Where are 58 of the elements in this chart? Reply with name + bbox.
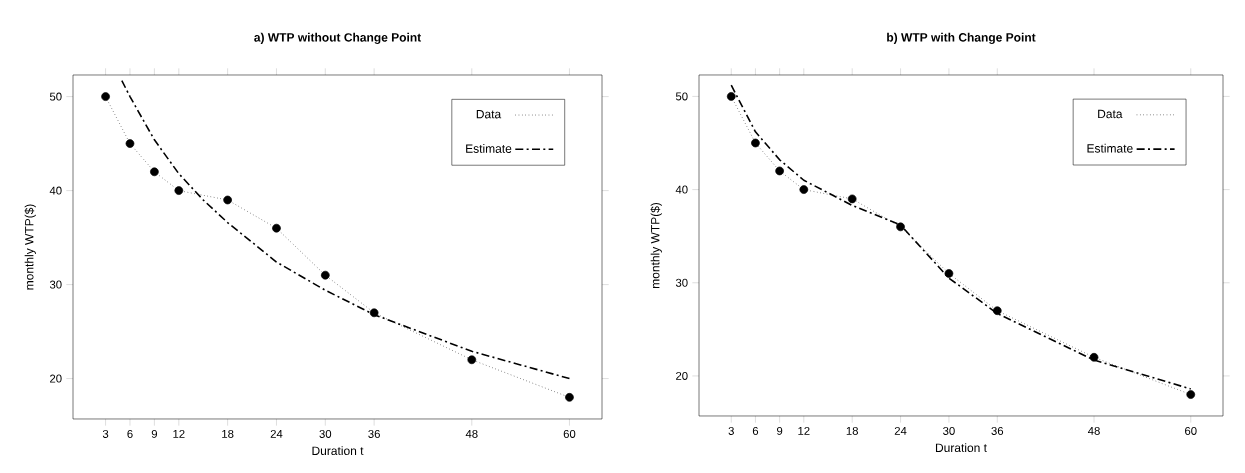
x-tick-label: 18 xyxy=(222,429,234,438)
y-tick-label: 50 xyxy=(49,92,62,101)
x-tick-label: 12 xyxy=(798,426,810,435)
point xyxy=(799,185,809,194)
y-tick-label: 30 xyxy=(675,278,688,287)
x-axis-title: Duration t xyxy=(312,446,364,456)
x-tick-label: 60 xyxy=(563,429,576,438)
x-tick-label: 3 xyxy=(102,429,109,438)
x-tick-label: 24 xyxy=(270,429,283,438)
point xyxy=(992,306,1002,316)
x-tick-label: 6 xyxy=(752,426,759,435)
x-tick-label: 36 xyxy=(991,426,1004,435)
legend-label: Data xyxy=(1098,109,1123,119)
point xyxy=(775,166,784,176)
point xyxy=(150,167,159,177)
y-tick-label: 30 xyxy=(49,280,62,289)
x-tick-label: 24 xyxy=(894,426,907,435)
legend-label: Estimate xyxy=(466,144,512,153)
chart-title: a) WTP without Change Point xyxy=(254,32,422,45)
x-tick-label: 9 xyxy=(151,429,158,438)
y-tick-label: 20 xyxy=(676,371,688,380)
x-tick-label: 9 xyxy=(776,426,783,435)
y-tick-label: 50 xyxy=(675,92,688,101)
y-tick-label: 40 xyxy=(675,185,688,194)
point xyxy=(726,92,736,101)
point xyxy=(1089,352,1099,362)
point xyxy=(125,139,135,148)
x-tick-label: 18 xyxy=(846,426,858,435)
point xyxy=(847,194,857,204)
x-tick-label: 60 xyxy=(1185,426,1197,435)
y-axis-title: monthly WTP($) xyxy=(24,204,36,290)
point xyxy=(272,223,281,233)
y-axis-title: monthly WTP($) xyxy=(650,202,662,289)
legend-label: Data xyxy=(476,110,502,119)
x-tick-label: 30 xyxy=(319,429,332,438)
x-tick-label: 6 xyxy=(127,429,133,438)
point xyxy=(101,92,110,101)
point xyxy=(896,222,905,232)
legend-label: Estimate xyxy=(1087,143,1133,153)
point xyxy=(1186,390,1196,399)
point xyxy=(565,393,574,402)
x-tick-label: 48 xyxy=(1087,426,1100,435)
point xyxy=(467,355,477,365)
x-tick-label: 36 xyxy=(368,429,380,438)
x-tick-label: 12 xyxy=(173,429,185,438)
x-tick-label: 3 xyxy=(728,426,734,435)
y-tick-label: 20 xyxy=(50,374,62,383)
x-axis-title: Duration t xyxy=(935,443,987,453)
chart-title: b) WTP with Change Point xyxy=(887,32,1036,45)
point xyxy=(320,270,330,280)
point xyxy=(369,308,379,318)
point xyxy=(751,138,760,148)
point xyxy=(223,195,232,205)
x-tick-label: 30 xyxy=(943,426,955,435)
x-tick-label: 48 xyxy=(465,429,478,438)
point xyxy=(944,269,954,278)
y-tick-label: 40 xyxy=(49,186,62,195)
point xyxy=(174,186,184,195)
